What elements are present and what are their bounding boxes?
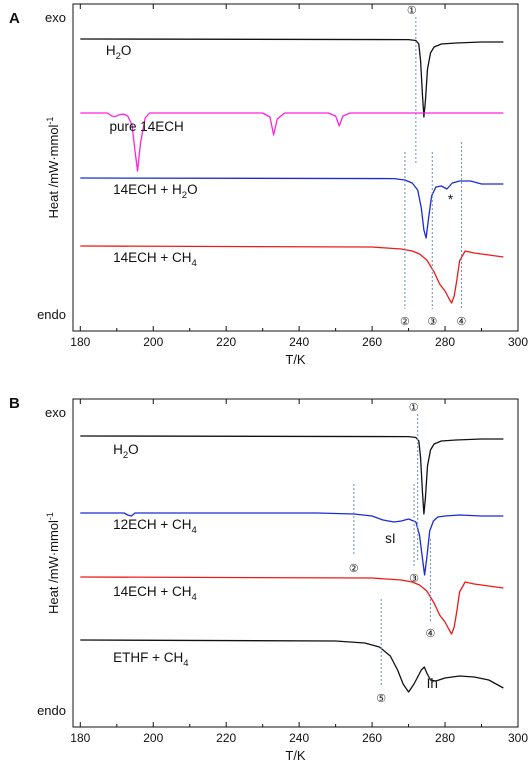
x-tick-label: 260: [362, 731, 382, 745]
x-tick-label: 180: [70, 731, 90, 745]
x-tick-label: 260: [362, 335, 382, 349]
series-line-2: [80, 576, 504, 635]
marker-number-1: ②: [400, 316, 410, 328]
panel-letter: A: [9, 10, 20, 27]
endo-label: endo: [37, 307, 66, 322]
series-line-3: [80, 245, 504, 304]
series-line-2: [80, 177, 504, 239]
series-line-0: [80, 38, 504, 118]
panel-a: A 180 200 220 240 260 280 300 T/K Heat /mW·mmol-1…: [9, 3, 528, 367]
endo-label: endo: [37, 703, 66, 718]
marker-number-2: ③: [427, 316, 437, 328]
marker-number-0: ①: [407, 5, 417, 17]
plot-frame: [72, 3, 519, 332]
x-axis-label: T/K: [285, 748, 306, 763]
marker-number-2: ③: [409, 573, 419, 585]
x-tick-label: 300: [508, 731, 528, 745]
star-annotation: *: [448, 192, 454, 207]
series-line-0: [80, 435, 504, 515]
marker-number-0: ①: [409, 402, 419, 414]
exo-label: exo: [45, 405, 66, 420]
x-tick-label: 280: [435, 731, 455, 745]
marker-number-3: ④: [457, 316, 467, 328]
x-axis-label: T/K: [285, 352, 306, 367]
series-label-3: 14ECH + CH4​: [113, 250, 197, 269]
x-tick-label: 220: [216, 731, 236, 745]
x-tick-label: 220: [216, 335, 236, 349]
x-tick-label: 240: [289, 731, 309, 745]
panel-b: B 180 200 220 240 260 280 300 T/K Heat /mW·mmol-1…: [9, 395, 528, 763]
exo-label: exo: [45, 10, 66, 25]
x-tick-label: 280: [435, 335, 455, 349]
y-axis-label: Heat /mW·mmol-1: [45, 117, 61, 219]
series-line-1: [80, 112, 504, 172]
series-label-3: ETHF + CH4​: [113, 650, 188, 669]
series-label-1: 12ECH + CH4​: [113, 517, 197, 536]
panel-letter: B: [9, 395, 20, 412]
series-label-0: H2O: [113, 442, 139, 461]
series-line-3: [80, 639, 504, 693]
series-label-2: 14ECH + H2O: [113, 182, 197, 201]
phase-annotation-1: Ih: [427, 676, 438, 691]
y-axis-label: Heat /mW·mmol-1: [45, 512, 61, 614]
series-label-1: pure 14ECH: [109, 119, 183, 134]
phase-annotation-0: sI: [385, 531, 396, 546]
marker-number-3: ④: [426, 628, 436, 640]
marker-number-1: ②: [349, 563, 359, 575]
x-tick-label: 240: [289, 335, 309, 349]
plot-frame: [72, 398, 519, 728]
x-tick-label: 180: [70, 335, 90, 349]
x-tick-label: 200: [143, 335, 163, 349]
x-tick-label: 200: [143, 731, 163, 745]
series-label-0: H2O: [106, 43, 132, 62]
marker-number-4: ⑤: [376, 693, 386, 705]
x-tick-label: 300: [508, 335, 528, 349]
series-label-2: 14ECH + CH4​: [113, 584, 197, 603]
series-line-1: [80, 512, 504, 576]
